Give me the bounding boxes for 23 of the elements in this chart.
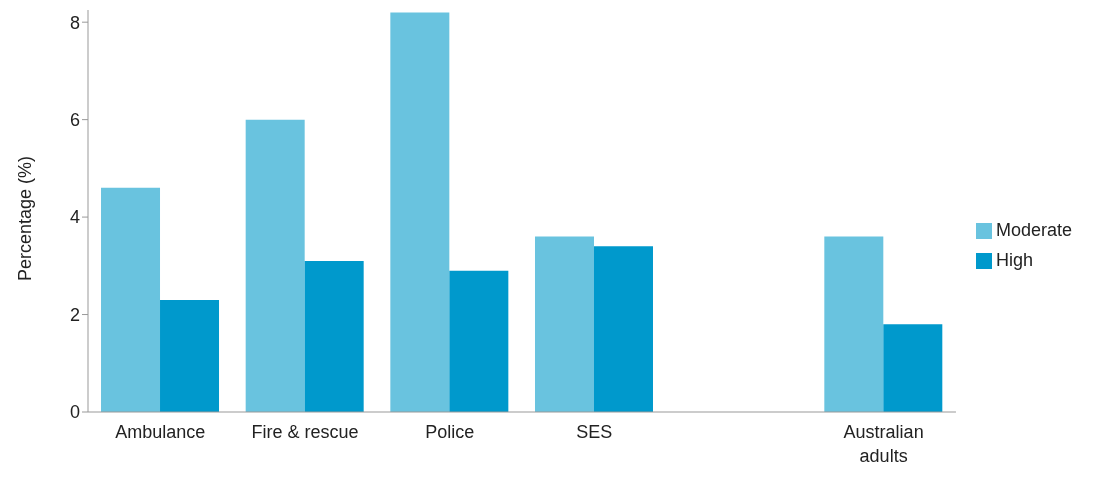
bar [449,270,509,412]
legend-label: High [995,250,1033,270]
y-tick-label: 6 [69,110,80,131]
y-axis-title: Percentage (%) [15,155,36,281]
bar [245,119,305,412]
bar [883,324,943,412]
bar [160,299,220,412]
bar [594,246,653,412]
x-tick-label: Ambulance [115,422,206,442]
bar [535,236,594,412]
y-tick-label: 0 [69,402,80,423]
x-tick-label: Australian adults [843,422,924,466]
y-tick-label: 8 [69,12,80,33]
x-tick-label: Police [425,422,475,442]
x-tick-label: Fire & rescue [251,422,359,442]
y-tick-label: 2 [69,304,80,325]
bar [304,260,364,412]
bar [824,236,884,412]
x-tick-label: SES [576,422,613,442]
bar [101,187,161,412]
bar [390,12,450,412]
y-tick-label: 4 [69,207,80,228]
legend-label: Moderate [995,220,1072,240]
